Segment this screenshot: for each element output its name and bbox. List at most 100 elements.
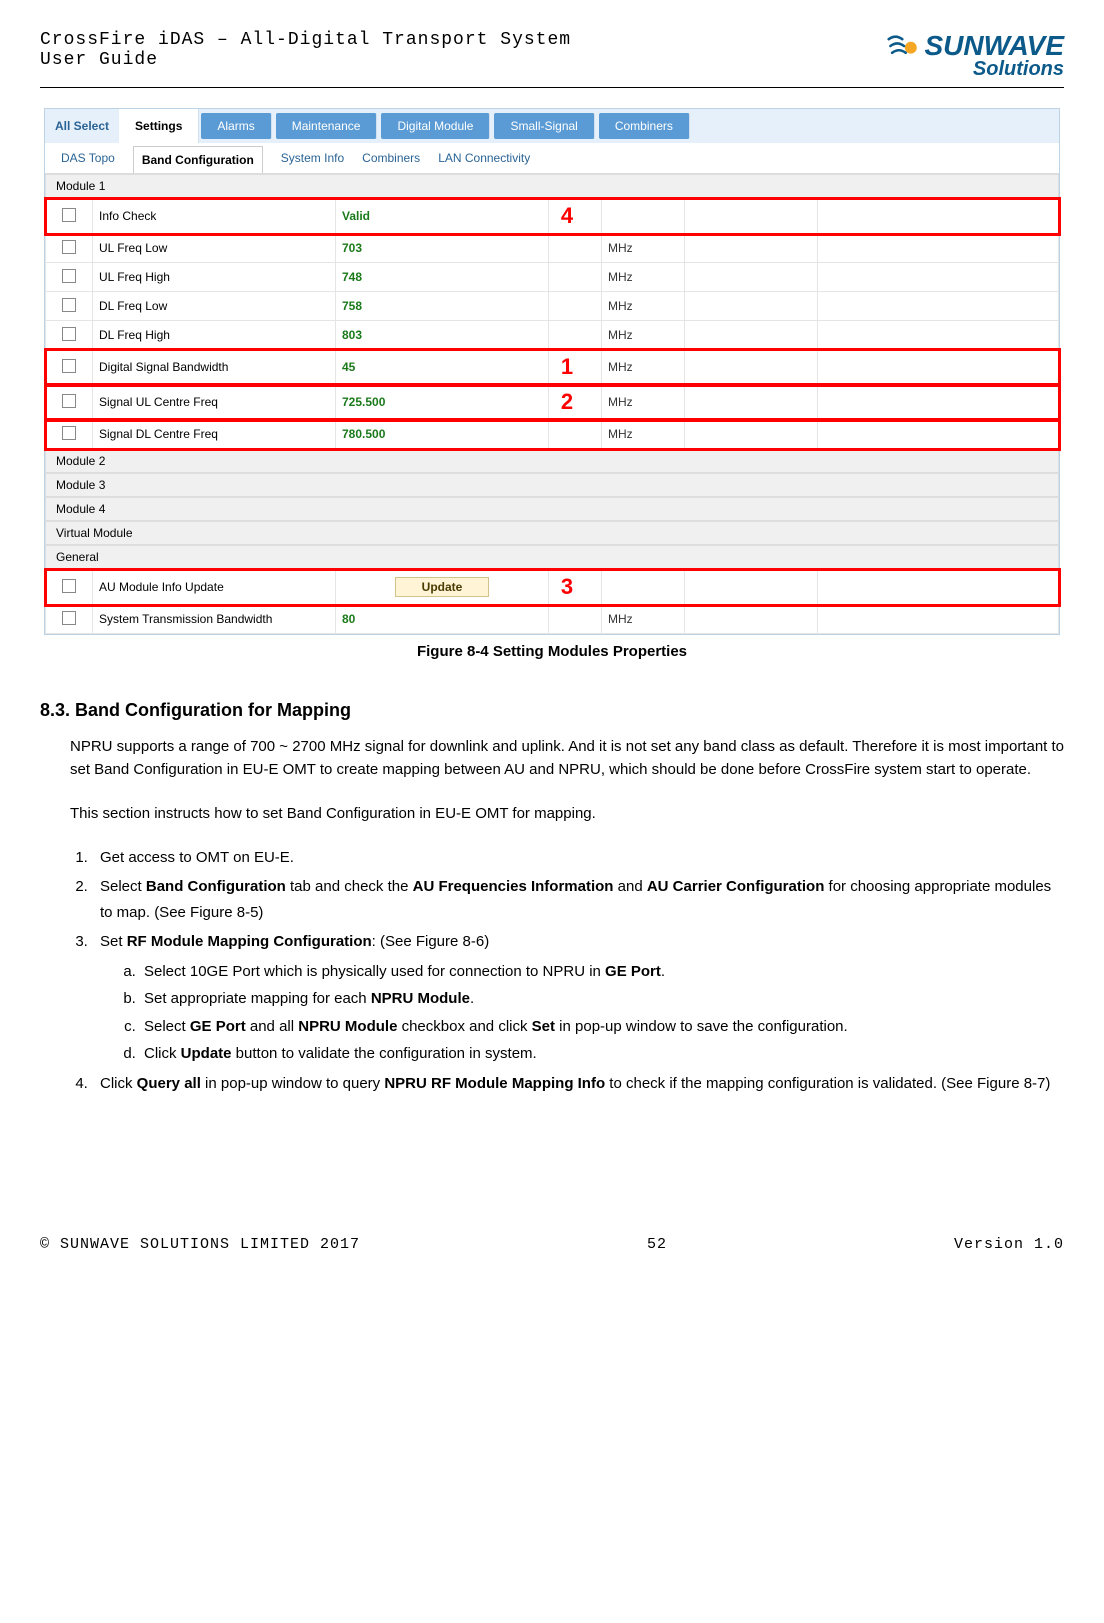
table-row: Signal UL Centre Freq725.5002MHz: [46, 385, 1059, 420]
row-label: Digital Signal Bandwidth: [93, 350, 336, 385]
main-tab-bar: All Select Settings Alarms Maintenance D…: [45, 109, 1059, 143]
section-para1: NPRU supports a range of 700 ~ 2700 MHz …: [70, 735, 1064, 782]
module-header[interactable]: Virtual Module: [45, 521, 1059, 545]
row-unit: MHz: [602, 385, 685, 420]
module-header[interactable]: General: [45, 545, 1059, 569]
step-3d: Click Update button to validate the conf…: [140, 1041, 1064, 1067]
row-unit: MHz: [602, 263, 685, 292]
tab-alarms[interactable]: Alarms: [201, 113, 271, 139]
subtab-band-config[interactable]: Band Configuration: [133, 146, 263, 173]
tab-small-signal[interactable]: Small-Signal: [494, 113, 594, 139]
row-checkbox[interactable]: [46, 385, 93, 420]
row-value: 803: [336, 321, 549, 350]
header-title-block: CrossFire iDAS – All-Digital Transport S…: [40, 30, 571, 70]
table-row: System Transmission Bandwidth80 MHz: [46, 605, 1059, 634]
doc-title-line2: User Guide: [40, 50, 571, 70]
row-label: DL Freq High: [93, 321, 336, 350]
section-number: 8.3.: [40, 700, 70, 720]
row-callout: 2: [549, 385, 602, 420]
doc-title-line1: CrossFire iDAS – All-Digital Transport S…: [40, 30, 571, 50]
row-unit: MHz: [602, 420, 685, 449]
row-label: Signal UL Centre Freq: [93, 385, 336, 420]
row-checkbox[interactable]: [46, 199, 93, 234]
row-value: 725.500: [336, 385, 549, 420]
row-unit: MHz: [602, 605, 685, 634]
row-value: Valid: [336, 199, 549, 234]
subtab-lan[interactable]: LAN Connectivity: [438, 151, 530, 165]
tab-digital-module[interactable]: Digital Module: [381, 113, 490, 139]
module-header[interactable]: Module 3: [45, 473, 1059, 497]
row-unit: [602, 570, 685, 605]
subtab-das-topo[interactable]: DAS Topo: [61, 151, 115, 165]
row-label: Signal DL Centre Freq: [93, 420, 336, 449]
row-checkbox[interactable]: [46, 420, 93, 449]
row-callout: 4: [549, 199, 602, 234]
step-3: Set RF Module Mapping Configuration: (Se…: [92, 929, 1064, 1067]
tab-combiners[interactable]: Combiners: [599, 113, 690, 139]
footer-page-number: 52: [647, 1236, 667, 1253]
logo-text-sub: Solutions: [887, 58, 1065, 81]
figure-caption: Figure 8-4 Setting Modules Properties: [40, 643, 1064, 660]
table-row: UL Freq Low703MHz: [46, 234, 1059, 263]
table-row: Digital Signal Bandwidth451MHz: [46, 350, 1059, 385]
step-3c: Select GE Port and all NPRU Module check…: [140, 1014, 1064, 1040]
row-label: DL Freq Low: [93, 292, 336, 321]
figure-screenshot: All Select Settings Alarms Maintenance D…: [44, 108, 1060, 635]
footer-copyright: © SUNWAVE SOLUTIONS LIMITED 2017: [40, 1236, 360, 1253]
row-callout: 1: [549, 350, 602, 385]
row-checkbox[interactable]: [46, 321, 93, 350]
row-checkbox[interactable]: [46, 234, 93, 263]
row-value: 758: [336, 292, 549, 321]
sub-tab-bar: DAS Topo Band Configuration System Info …: [45, 143, 1059, 174]
row-value: 748: [336, 263, 549, 292]
row-checkbox[interactable]: [46, 350, 93, 385]
row-callout: [549, 605, 602, 634]
row-value: 45: [336, 350, 549, 385]
footer-version: Version 1.0: [954, 1236, 1064, 1253]
row-label: UL Freq Low: [93, 234, 336, 263]
row-callout: [549, 234, 602, 263]
step-3-substeps: Select 10GE Port which is physically use…: [120, 959, 1064, 1067]
row-checkbox[interactable]: [46, 570, 93, 605]
module1-table: Info CheckValid4UL Freq Low703MHzUL Freq…: [45, 198, 1059, 449]
row-unit: MHz: [602, 321, 685, 350]
row-callout: [549, 420, 602, 449]
all-select-link[interactable]: All Select: [45, 109, 119, 143]
row-callout: [549, 321, 602, 350]
row-label: Info Check: [93, 199, 336, 234]
tab-settings[interactable]: Settings: [119, 109, 199, 143]
row-checkbox[interactable]: [46, 263, 93, 292]
row-value: 80: [336, 605, 549, 634]
table-row: AU Module Info UpdateUpdate3: [46, 570, 1059, 605]
row-value: 780.500: [336, 420, 549, 449]
table-row: Info CheckValid4: [46, 199, 1059, 234]
update-button[interactable]: Update: [395, 577, 490, 597]
module1-header[interactable]: Module 1: [45, 174, 1059, 198]
row-checkbox[interactable]: [46, 605, 93, 634]
row-action: Update: [336, 570, 549, 605]
row-unit: MHz: [602, 292, 685, 321]
subtab-combiners[interactable]: Combiners: [362, 151, 420, 165]
row-unit: MHz: [602, 234, 685, 263]
table-row: DL Freq Low758 MHz: [46, 292, 1059, 321]
row-label: UL Freq High: [93, 263, 336, 292]
tab-maintenance[interactable]: Maintenance: [276, 113, 378, 139]
row-callout: [549, 292, 602, 321]
table-row: Signal DL Centre Freq780.500 MHz: [46, 420, 1059, 449]
subtab-system-info[interactable]: System Info: [281, 151, 344, 165]
general-table: AU Module Info UpdateUpdate3System Trans…: [45, 569, 1059, 634]
section-title: Band Configuration for Mapping: [75, 700, 351, 720]
row-unit: [602, 199, 685, 234]
row-checkbox[interactable]: [46, 292, 93, 321]
company-logo: SUNWAVE Solutions: [887, 30, 1065, 81]
sun-icon: [887, 32, 921, 60]
step-3a: Select 10GE Port which is physically use…: [140, 959, 1064, 985]
module-header[interactable]: Module 4: [45, 497, 1059, 521]
row-unit: MHz: [602, 350, 685, 385]
header-divider: [40, 87, 1064, 88]
section-heading: 8.3. Band Configuration for Mapping: [40, 700, 1064, 721]
module-header[interactable]: Module 2: [45, 449, 1059, 473]
section-para2: This section instructs how to set Band C…: [70, 802, 1064, 825]
steps-list: Get access to OMT on EU-E. Select Band C…: [70, 845, 1064, 1097]
row-label: System Transmission Bandwidth: [93, 605, 336, 634]
